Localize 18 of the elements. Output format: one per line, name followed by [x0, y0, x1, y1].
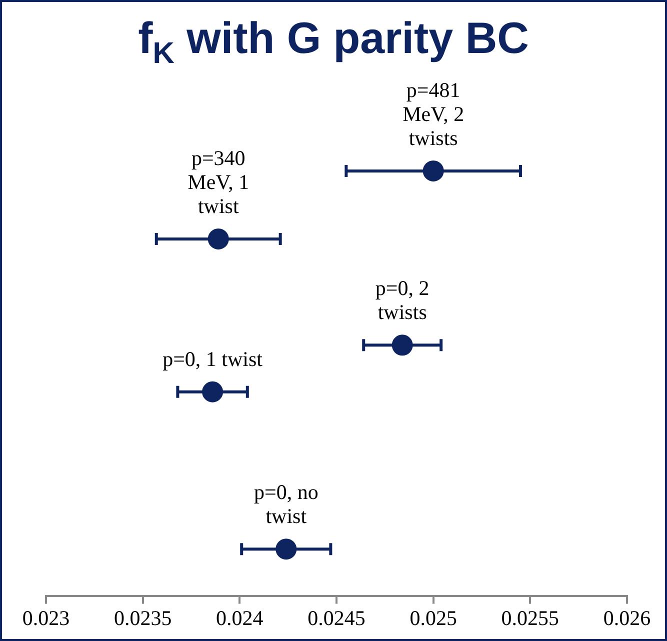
point	[392, 334, 413, 356]
x-tick-label: 0.026	[603, 606, 651, 630]
annotation: p=481 MeV, 2 twists	[402, 78, 464, 150]
x-tick-label: 0.023	[22, 606, 70, 630]
chart-title: f$_{K}$ with G parity BC	[137, 14, 530, 71]
x-tick-label: 0.0255	[501, 606, 560, 630]
point	[276, 538, 297, 560]
x-tick-label: 0.0235	[114, 606, 172, 630]
x-tick-label: 0.0245	[308, 606, 366, 630]
point	[422, 160, 444, 182]
point	[208, 228, 229, 250]
x-tick-label: 0.025	[410, 606, 457, 630]
annotation: p=0, no twist	[254, 480, 318, 528]
annotation: p=340 MeV, 1 twist	[188, 146, 250, 218]
point	[202, 381, 224, 402]
annotation: p=0, 2 twists	[375, 276, 430, 324]
x-tick-label: 0.024	[216, 606, 264, 630]
annotation: p=0, 1 twist	[162, 346, 263, 371]
